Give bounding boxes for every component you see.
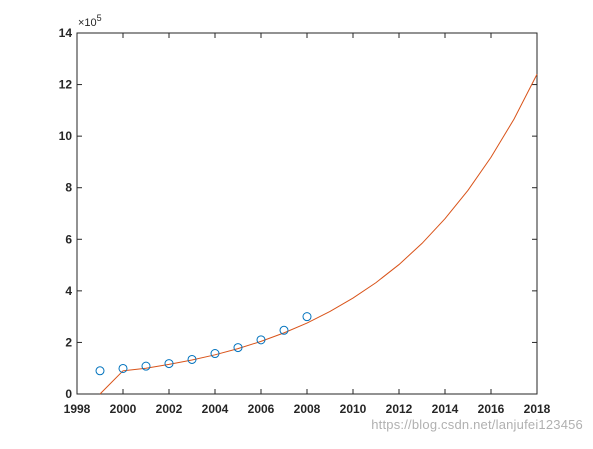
data-point-marker bbox=[164, 359, 174, 369]
x-tick-label: 1998 bbox=[64, 402, 91, 416]
data-point-marker bbox=[210, 349, 220, 359]
x-tick-label: 2012 bbox=[386, 402, 413, 416]
y-tick-label: 14 bbox=[59, 26, 73, 40]
data-point-marker bbox=[95, 366, 105, 376]
x-tick-label: 2004 bbox=[202, 402, 229, 416]
y-tick-label: 4 bbox=[65, 284, 72, 298]
y-tick-label: 12 bbox=[59, 78, 73, 92]
data-point-marker bbox=[279, 325, 289, 335]
tick-labels-layer: 1998 2000 2002 2004 2006 2008 2010 2012 2014 2016… bbox=[59, 13, 551, 416]
y-tick-label: 6 bbox=[65, 232, 72, 246]
y-tick-label: 0 bbox=[65, 387, 72, 401]
x-tick-label: 2016 bbox=[478, 402, 505, 416]
x-tick-label: 2006 bbox=[248, 402, 275, 416]
y-tick-label: 2 bbox=[65, 335, 72, 349]
x-tick-label: 2002 bbox=[156, 402, 183, 416]
x-tick-label: 2018 bbox=[524, 402, 551, 416]
watermark-text: https://blog.csdn.net/lanjufei123456 bbox=[371, 417, 583, 432]
data-point-marker bbox=[302, 312, 312, 322]
data-point-marker bbox=[256, 335, 266, 345]
fit-line bbox=[99, 74, 538, 395]
x-tick-label: 2000 bbox=[110, 402, 137, 416]
y-exponent-label: ×105 bbox=[78, 13, 102, 29]
plot-box bbox=[76, 32, 538, 395]
data-point-marker bbox=[118, 363, 128, 373]
data-point-marker bbox=[187, 354, 197, 364]
x-tick-label: 2008 bbox=[294, 402, 321, 416]
axes-layer bbox=[76, 32, 538, 395]
y-tick-label: 8 bbox=[65, 181, 72, 195]
fit-line-layer bbox=[99, 74, 538, 395]
data-point-marker bbox=[233, 343, 243, 353]
x-tick-label: 2010 bbox=[340, 402, 367, 416]
x-tick-label: 2014 bbox=[432, 402, 459, 416]
y-tick-label: 10 bbox=[59, 129, 73, 143]
data-points-layer bbox=[95, 312, 312, 376]
data-point-marker bbox=[141, 361, 151, 371]
